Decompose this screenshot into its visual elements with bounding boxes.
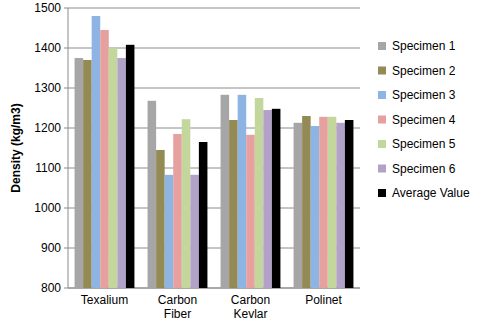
- bar: [126, 45, 135, 288]
- legend-swatch: [378, 42, 386, 50]
- bar: [311, 126, 320, 288]
- label-line: Carbon: [231, 293, 270, 307]
- bar: [246, 135, 255, 288]
- y-axis-label: Density (kg/m3): [9, 103, 23, 192]
- bar: [221, 95, 230, 288]
- label-line: Kevlar: [233, 307, 267, 321]
- bar: [83, 60, 92, 288]
- tick-mark: [64, 288, 68, 289]
- legend-label: Specimen 5: [392, 137, 456, 151]
- legend-label: Specimen 6: [392, 162, 456, 176]
- y-tick-label: 900: [41, 241, 61, 255]
- grid: [64, 8, 360, 288]
- grid-line: [68, 8, 360, 9]
- label-line: Carbon: [158, 293, 197, 307]
- legend-swatch: [378, 189, 386, 197]
- tick-mark: [64, 8, 68, 9]
- y-tick-label: 1400: [34, 41, 61, 55]
- legend-label: Specimen 1: [392, 39, 456, 53]
- bar: [190, 175, 199, 288]
- bar: [182, 119, 191, 288]
- legend: Specimen 1 Specimen 2 Specimen 3 Specimen 4…: [378, 39, 470, 200]
- bar: [92, 16, 101, 288]
- bar: [100, 30, 109, 288]
- legend-swatch: [378, 116, 386, 124]
- tick-mark: [64, 48, 68, 49]
- tick-mark: [64, 88, 68, 89]
- legend-label: Specimen 3: [392, 88, 456, 102]
- bar: [173, 134, 182, 288]
- bar: [272, 109, 281, 288]
- x-tick-label: Polinet: [305, 293, 342, 307]
- legend-swatch: [378, 165, 386, 173]
- tick-mark: [64, 248, 68, 249]
- bar: [255, 98, 264, 288]
- chart-container: 800 900 1000 1100 1200 1300 1400 1500 Texalium Ca…: [0, 0, 500, 328]
- x-tick-label: CarbonKevlar: [231, 293, 270, 321]
- bar: [336, 123, 345, 288]
- bar: [75, 58, 84, 288]
- bar: [345, 120, 354, 288]
- bar: [199, 142, 208, 288]
- y-tick-label: 1500: [34, 1, 61, 15]
- chart-svg: 800 900 1000 1100 1200 1300 1400 1500 Texalium Ca…: [0, 0, 500, 328]
- x-tick-label: Texalium: [81, 293, 128, 307]
- x-tick-label: CarbonFiber: [158, 293, 197, 321]
- tick-mark: [64, 168, 68, 169]
- legend-label: Specimen 4: [392, 113, 456, 127]
- y-tick-label: 1200: [34, 121, 61, 135]
- label-line: Polinet: [305, 293, 342, 307]
- bar: [263, 110, 272, 288]
- label-line: Fiber: [164, 307, 191, 321]
- legend-swatch: [378, 67, 386, 75]
- y-tick-label: 1100: [35, 161, 61, 175]
- bar: [229, 120, 238, 288]
- bar: [238, 95, 247, 288]
- bar: [328, 117, 337, 288]
- tick-mark: [64, 128, 68, 129]
- bar: [117, 58, 126, 288]
- label-line: Texalium: [81, 293, 128, 307]
- legend-label: Specimen 2: [392, 64, 456, 78]
- y-tick-label: 1300: [34, 81, 61, 95]
- bar: [148, 101, 157, 288]
- y-tick-label: 1000: [34, 201, 61, 215]
- bar: [319, 117, 328, 288]
- legend-swatch: [378, 91, 386, 99]
- y-tick-label: 800: [41, 281, 61, 295]
- legend-label: Average Value: [392, 186, 470, 200]
- bar: [294, 123, 303, 288]
- y-axis: [68, 8, 69, 288]
- legend-swatch: [378, 140, 386, 148]
- bars: [75, 16, 354, 288]
- bar: [165, 175, 174, 288]
- bar: [156, 150, 165, 288]
- bar: [109, 48, 118, 288]
- bar: [302, 116, 311, 288]
- tick-mark: [64, 208, 68, 209]
